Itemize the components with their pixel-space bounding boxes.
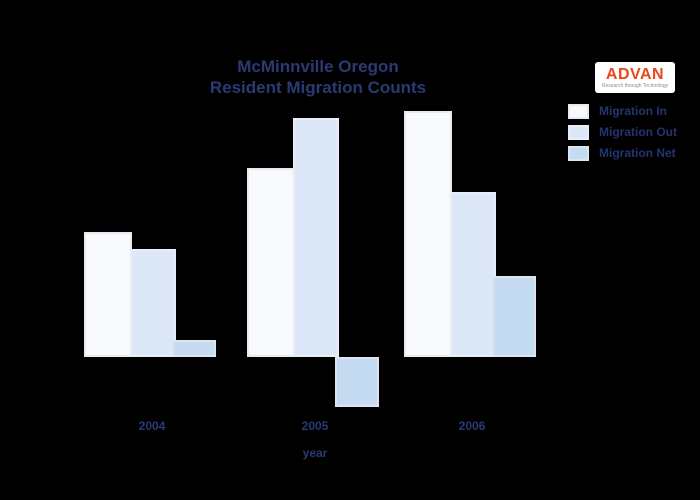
bar-net-2004 bbox=[172, 340, 216, 357]
legend-label-migration-net: Migration Net bbox=[599, 146, 676, 160]
x-tick-2005: 2005 bbox=[301, 419, 329, 433]
bar-out-2004 bbox=[130, 249, 176, 357]
legend-swatch-migration-net bbox=[568, 145, 589, 161]
bar-in-2006 bbox=[404, 111, 452, 357]
x-tick-2006: 2006 bbox=[458, 419, 486, 433]
bar-out-2005 bbox=[293, 118, 339, 357]
bar-net-2006 bbox=[492, 276, 536, 357]
x-axis-title: year bbox=[302, 446, 328, 460]
legend-item-migration-in: Migration In bbox=[568, 101, 667, 121]
advan-logo: ADVAN Research through Technology bbox=[595, 62, 675, 93]
legend-swatch-migration-out bbox=[568, 124, 589, 140]
bar-in-2004 bbox=[84, 232, 132, 357]
bar-in-2005 bbox=[247, 168, 295, 357]
chart-title-line1: McMinnville Oregon bbox=[237, 57, 399, 76]
legend-swatch-migration-in bbox=[568, 103, 589, 119]
legend-item-migration-net: Migration Net bbox=[568, 143, 676, 163]
chart-title-line2: Resident Migration Counts bbox=[209, 78, 427, 97]
chart-title: McMinnville Oregon Resident Migration Co… bbox=[0, 56, 636, 98]
bar-out-2006 bbox=[450, 192, 496, 357]
bar-net-2005 bbox=[335, 357, 379, 407]
legend-label-migration-out: Migration Out bbox=[599, 125, 677, 139]
legend-item-migration-out: Migration Out bbox=[568, 122, 677, 142]
x-tick-2004: 2004 bbox=[138, 419, 166, 433]
advan-logo-tagline: Research through Technology bbox=[601, 82, 669, 89]
advan-logo-text: ADVAN bbox=[605, 65, 665, 83]
legend-label-migration-in: Migration In bbox=[599, 104, 667, 118]
